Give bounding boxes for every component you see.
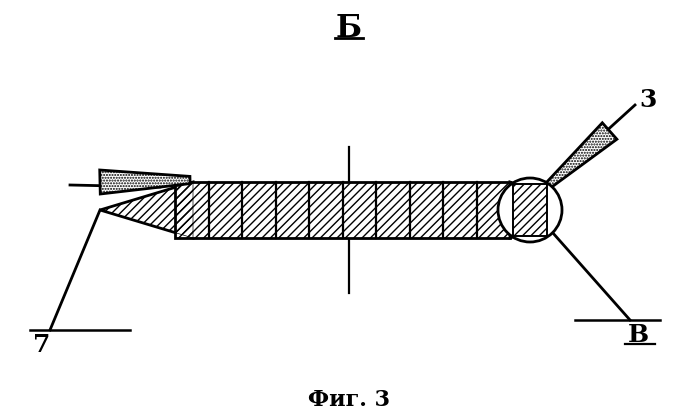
Bar (513, 184, 547, 236)
Polygon shape (545, 123, 617, 189)
Text: 3: 3 (640, 88, 656, 112)
Text: 7: 7 (34, 333, 51, 357)
Polygon shape (100, 182, 193, 238)
Polygon shape (510, 182, 512, 238)
Bar (513, 184, 547, 236)
Text: В: В (628, 323, 649, 347)
Text: Б: Б (336, 13, 362, 44)
Polygon shape (100, 170, 190, 194)
Bar (175, 182, 510, 238)
Circle shape (498, 178, 562, 242)
Text: Фиг. 3: Фиг. 3 (308, 389, 390, 411)
Bar (175, 182, 510, 238)
